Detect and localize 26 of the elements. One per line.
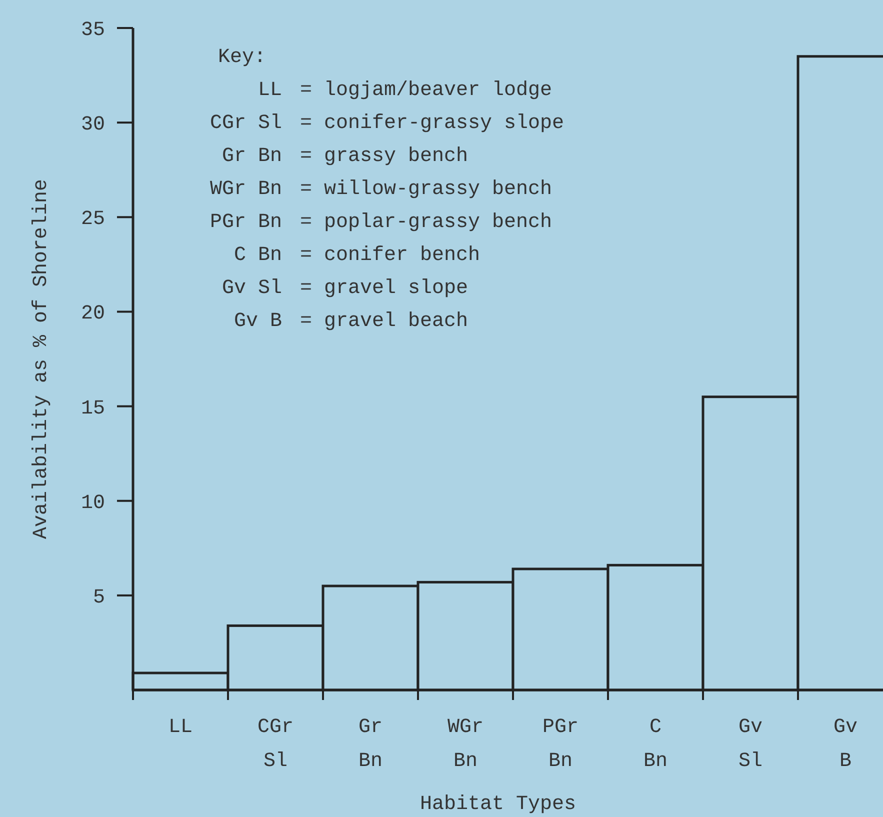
annotation: PGr Bn = poplar-grassy bench: [210, 211, 552, 234]
annotation: WGr Bn = willow-grassy bench: [210, 178, 552, 201]
x-tick-label: WGr Bn: [447, 716, 484, 773]
annotation: CGr Sl = conifer-grassy slope: [210, 112, 564, 135]
y-axis-title: Availability as % of Shoreline: [30, 178, 53, 540]
annotation: C Bn = conifer bench: [234, 244, 480, 267]
y-tick-label: 25: [80, 208, 105, 232]
annotation: LL = logjam/beaver lodge: [258, 79, 552, 102]
y-tick-label: 10: [80, 492, 105, 515]
x-tick-label: PGr Bn: [542, 716, 579, 773]
annotation: Gv B = gravel beach: [234, 310, 468, 333]
y-tick-label: 20: [80, 302, 105, 326]
annotation: Gr Bn = grassy bench: [222, 145, 468, 168]
x-tick-label: Gv Sl: [738, 716, 763, 773]
y-tick-label: 5: [92, 586, 105, 610]
x-tick-label: LL: [168, 716, 193, 739]
annotation: Key:: [218, 46, 266, 69]
x-tick-label: Gv B: [833, 716, 858, 773]
x-tick-label: C Bn: [643, 716, 668, 773]
x-axis-title: Habitat Types: [420, 793, 576, 816]
y-tick-label: 35: [80, 19, 105, 42]
y-tick-label: 30: [80, 114, 105, 137]
annotation: Gv Sl = gravel slope: [222, 277, 468, 300]
x-tick-label: CGr Sl: [257, 716, 294, 773]
x-tick-label: Gr Bn: [358, 716, 383, 773]
y-tick-label: 15: [80, 397, 105, 420]
